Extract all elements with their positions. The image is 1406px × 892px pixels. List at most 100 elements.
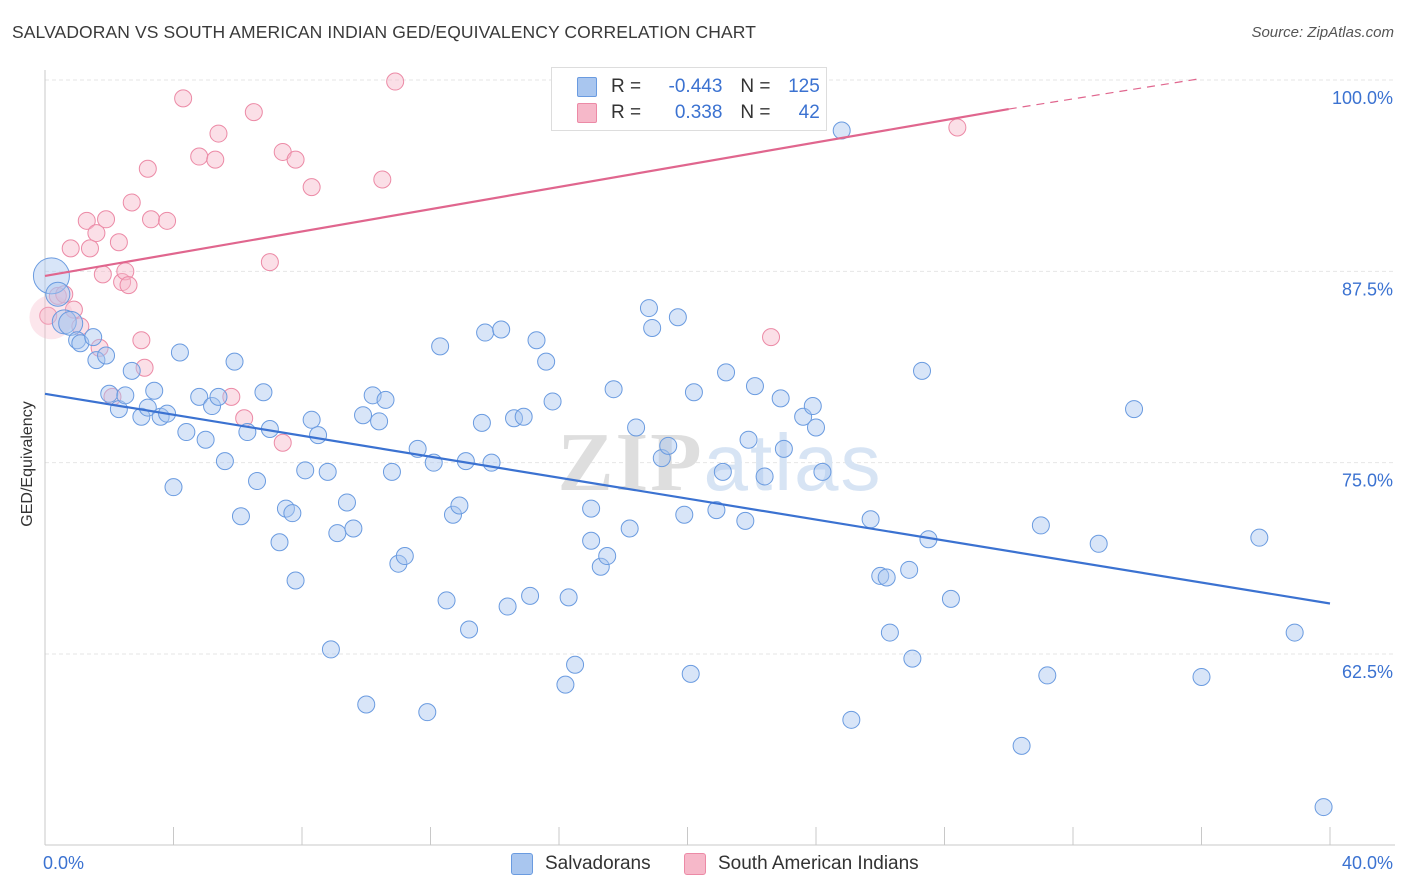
chart-title: SALVADORAN VS SOUTH AMERICAN INDIAN GED/… [12,22,756,42]
data-point-salvadorans [639,299,658,318]
data-point-south-american-indians [209,124,228,143]
bottom-legend-label: South American Indians [718,853,919,874]
data-point-salvadorans [913,361,932,380]
data-point-salvadorans [1125,400,1144,419]
data-point-salvadorans [276,499,295,518]
y-tick-label: 87.5% [1342,279,1393,299]
data-point-salvadorans [498,597,517,616]
data-point-salvadorans [209,387,228,406]
data-point-salvadorans [668,308,687,327]
data-point-salvadorans [443,505,462,524]
data-point-salvadorans [582,531,601,550]
axes [44,70,1395,846]
data-point-south-american-indians [80,239,99,258]
data-point-salvadorans [941,589,960,608]
legend-row-salvadorans: R = -0.443 N = 125 [577,75,820,99]
x-tick-label: 40.0% [1342,853,1393,873]
bottom-legend-south-american-indians: South American Indians [684,850,919,878]
data-point-salvadorans [543,392,562,411]
watermark-atlas: atlas [704,418,883,507]
data-point-south-american-indians [77,211,96,230]
data-point-salvadorans [328,524,347,543]
data-point-salvadorans [745,377,764,396]
data-point-salvadorans [903,649,922,668]
data-point-south-american-indians [222,387,241,406]
x-tick-label: 0.0% [43,853,84,873]
data-point-salvadorans [215,452,234,471]
data-point-south-american-indians [48,286,67,305]
data-point-salvadorans [318,462,337,481]
data-point-salvadorans [861,510,880,529]
data-point-salvadorans [774,439,793,458]
data-point-salvadorans [84,328,103,347]
data-point-salvadorans [713,462,732,481]
data-point-salvadorans [370,412,389,431]
data-point-salvadorans [270,533,289,552]
data-point-salvadorans [659,436,678,455]
data-point-south-american-indians [87,224,106,243]
data-point-salvadorans [598,547,617,566]
data-point-salvadorans [684,383,703,402]
data-point-south-american-indians-cluster [29,295,74,340]
data-point-salvadorans [681,664,700,683]
trend-line-south-american-indians-extension [1008,77,1202,110]
series-salvadorans [32,121,1333,817]
data-point-salvadorans [643,318,662,337]
data-point-salvadorans [450,496,469,515]
data-point-south-american-indians [119,276,138,295]
data-point-salvadorans [807,418,825,437]
data-point-salvadorans [431,337,450,356]
data-point-south-american-indians [302,178,321,197]
data-point-salvadorans [1285,623,1304,642]
series-south-american-indians [29,72,967,452]
y-tick-label: 62.5% [1342,662,1393,682]
data-point-salvadorans [170,343,189,362]
data-point-salvadorans [472,413,491,432]
y-tick-labels: 62.5% 75.0% 87.5% 100.0% [1332,88,1393,682]
data-point-salvadorans [122,361,141,380]
data-point-salvadorans [164,478,183,497]
data-point-salvadorans [97,346,116,365]
data-point-south-american-indians [61,239,80,258]
data-point-salvadorans [556,675,575,694]
data-point-salvadorans [591,557,610,576]
data-point-salvadorans [880,623,899,642]
data-point-salvadorans [254,383,273,402]
data-point-salvadorans [309,426,328,445]
data-point-salvadorans [145,381,164,400]
data-point-salvadorans [283,504,302,523]
data-point-salvadorans [476,323,495,342]
data-point-salvadorans [357,695,376,714]
data-point-south-american-indians [132,331,151,350]
data-point-salvadorans [460,620,479,639]
trend-line-salvadorans [44,392,1331,605]
data-point-south-american-indians [206,150,225,169]
data-point-salvadorans [877,568,896,587]
data-point-salvadorans [286,571,305,590]
data-point-south-american-indians [55,285,74,304]
data-point-salvadorans [803,397,822,416]
data-point-salvadorans [437,591,456,610]
legend-r-label: R = [611,76,642,97]
data-point-south-american-indians [762,328,781,347]
data-point-salvadorans [382,462,401,481]
data-point-salvadorans [755,467,774,486]
data-point-south-american-indians [373,170,392,189]
y-tick-label: 100.0% [1332,88,1393,108]
data-point-salvadorans [771,389,790,408]
data-point-salvadorans [132,407,151,426]
y-tick-label: 75.0% [1342,471,1393,491]
legend-r-label: R = [611,102,642,123]
data-point-south-american-indians [122,193,141,212]
x-tick-labels: 0.0% 40.0% [43,853,1393,873]
watermark: ZIPatlas [557,416,882,509]
data-point-salvadorans [559,588,578,607]
data-point-salvadorans [813,462,832,481]
data-point-salvadorans [707,501,726,520]
legend-r-value: 0.338 [674,102,723,123]
data-point-salvadorans [177,423,196,442]
data-point-salvadorans [527,331,546,350]
data-point-salvadorans [1012,736,1031,755]
data-point-salvadorans [582,499,601,518]
data-point-salvadorans [620,519,639,538]
